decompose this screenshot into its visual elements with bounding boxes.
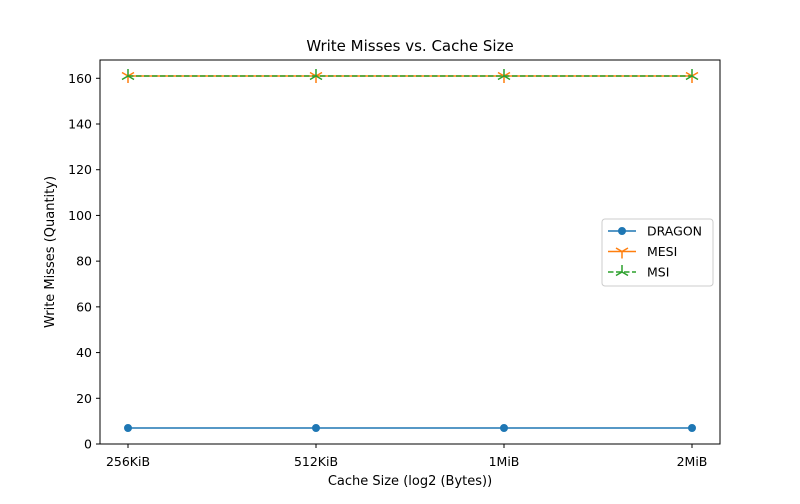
data-point-dragon: [688, 424, 696, 432]
data-point-dragon: [500, 424, 508, 432]
y-axis: 0 20 40 60 80 100 120 140 160: [68, 71, 100, 452]
y-tick-label: 0: [84, 437, 92, 452]
legend-label: MESI: [647, 244, 677, 259]
legend-swatch-marker: [615, 247, 629, 259]
data-point-msi: [121, 69, 135, 81]
legend: DRAGON MESI MSI: [601, 218, 714, 287]
series-msi: [121, 69, 699, 81]
data-point-msi: [497, 69, 511, 81]
series-dragon: [124, 424, 696, 432]
y-tick-label: 40: [76, 345, 92, 360]
legend-label: DRAGON: [647, 224, 702, 239]
y-tick-label: 60: [76, 299, 92, 314]
legend-entry-mesi: MESI: [608, 244, 677, 259]
y-tick-label: 160: [68, 71, 92, 86]
x-tick-label: 2MiB: [677, 454, 708, 469]
x-axis: 256KiB 512KiB 1MiB 2MiB: [106, 444, 707, 469]
x-tick-label: 256KiB: [106, 454, 150, 469]
y-axis-label: Write Misses (Quantity): [43, 176, 58, 328]
y-tick-label: 140: [68, 117, 92, 132]
x-axis-label: Cache Size (log2 (Bytes)): [328, 474, 492, 489]
legend-swatch-marker: [615, 265, 629, 277]
series-layer: [121, 69, 699, 432]
legend-swatch-marker: [618, 227, 626, 235]
chart-title: Write Misses vs. Cache Size: [306, 37, 513, 55]
y-tick-label: 80: [76, 254, 92, 269]
legend-entry-dragon: DRAGON: [608, 224, 702, 239]
data-point-msi: [309, 69, 323, 81]
data-point-dragon: [124, 424, 132, 432]
y-tick-label: 100: [68, 208, 92, 223]
legend-label: MSI: [647, 265, 669, 280]
legend-box: [601, 218, 714, 287]
legend-entries: DRAGON MESI MSI: [608, 224, 702, 280]
y-tick-label: 120: [68, 162, 92, 177]
data-point-dragon: [312, 424, 320, 432]
y-tick-label: 20: [76, 391, 92, 406]
plot-area-frame: [99, 59, 721, 445]
data-point-msi: [685, 69, 699, 81]
x-tick-label: 512KiB: [294, 454, 338, 469]
x-tick-label: 1MiB: [489, 454, 520, 469]
legend-entry-msi: MSI: [608, 265, 669, 280]
